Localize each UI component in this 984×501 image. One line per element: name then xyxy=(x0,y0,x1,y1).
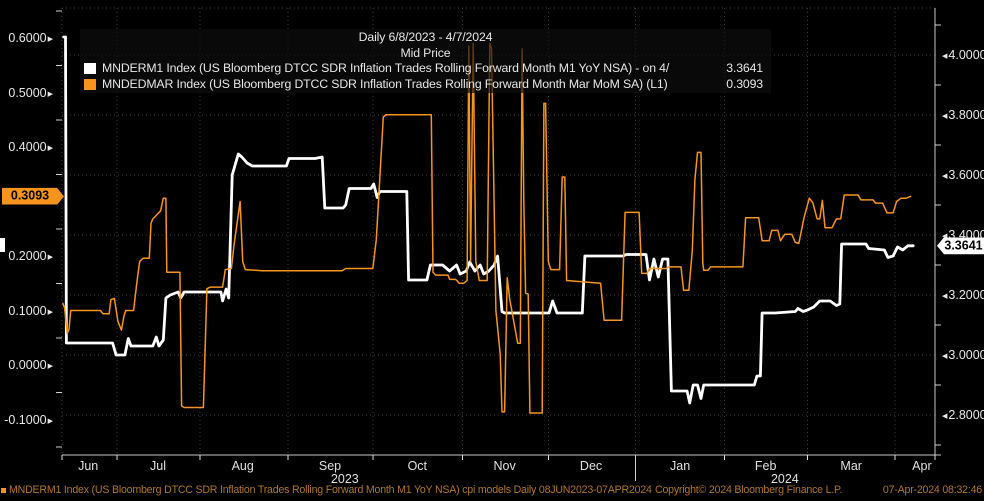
right-axis-tick-label: ◀3.6000 xyxy=(942,167,984,182)
series-mnderm1-line xyxy=(62,35,915,405)
tick-arrow-icon: ▶ xyxy=(47,144,53,152)
legend-value: 0.3093 xyxy=(726,76,763,91)
footer-bar: MNDERM1 Index (US Bloomberg DTCC SDR Inf… xyxy=(0,484,984,500)
tick-arrow-icon: ▶ xyxy=(47,308,53,316)
chart-date-range: Daily 6/8/2023 - 4/7/2024 xyxy=(358,30,493,44)
left-axis-tick-label: -0.1000▶ xyxy=(4,412,53,427)
footer-series-description: MNDERM1 Index (US Bloomberg DTCC SDR Inf… xyxy=(9,484,652,496)
mnderm1-swatch-icon xyxy=(84,63,96,75)
mndedmar-swatch-icon xyxy=(84,78,96,90)
tick-arrow-icon: ▶ xyxy=(47,253,53,261)
month-label: Sep xyxy=(318,459,342,473)
last-value-badge-right: 3.3641 xyxy=(937,237,984,255)
tick-arrow-icon: ▶ xyxy=(47,35,53,43)
year-label: 2024 xyxy=(770,472,799,486)
month-label: Dec xyxy=(579,459,603,473)
left-axis-tick-label: 0.6000▶ xyxy=(8,30,53,45)
legend-row-mnderm1[interactable]: MNDERM1 Index (US Bloomberg DTCC SDR Inf… xyxy=(84,61,767,77)
legend-row-mndedmar[interactable]: MNDEDMAR Index (US Bloomberg DTCC SDR In… xyxy=(84,77,767,93)
right-axis-tick-label: ◀4.0000 xyxy=(942,47,984,62)
tick-arrow-icon: ▶ xyxy=(47,362,53,370)
tick-arrow-icon: ◀ xyxy=(942,352,948,360)
right-axis-tick-label: ◀3.0000 xyxy=(942,347,984,362)
left-axis-tick-label: 0.1000▶ xyxy=(8,303,53,318)
left-axis-tick-label: 0.4000▶ xyxy=(8,139,53,154)
month-label: Jun xyxy=(78,459,99,473)
month-label: Jul xyxy=(150,459,167,473)
footer-timestamp: 07-Apr-2024 08:32:46 xyxy=(882,484,982,496)
legend-label: MNDEDMAR Index (US Bloomberg DTCC SDR In… xyxy=(102,76,668,91)
tick-arrow-icon: ◀ xyxy=(942,292,948,300)
legend-label: MNDERM1 Index (US Bloomberg DTCC SDR Inf… xyxy=(102,61,670,75)
month-label: Apr xyxy=(912,459,932,473)
series-mndedmar-line xyxy=(62,42,912,414)
month-label: Jan xyxy=(670,459,691,473)
right-axis-tick-label: ◀3.8000 xyxy=(942,107,984,122)
tick-arrow-icon: ◀ xyxy=(942,112,948,120)
month-label: Oct xyxy=(407,459,428,473)
tick-arrow-icon: ◀ xyxy=(942,232,948,240)
left-axis-tick-label: 0.0000▶ xyxy=(8,357,53,372)
left-edge-marker xyxy=(0,238,5,252)
left-axis-tick-label: 0.5000▶ xyxy=(8,85,53,100)
tick-arrow-icon: ◀ xyxy=(942,172,948,180)
month-label: Feb xyxy=(754,459,777,473)
month-label: Aug xyxy=(231,459,254,473)
footer-copyright: Copyright© 2024 Bloomberg Finance L.P. xyxy=(655,484,843,496)
chart-legend: Daily 6/8/2023 - 4/7/2024 Mid Price MNDE… xyxy=(80,29,771,93)
month-label: Nov xyxy=(493,459,516,473)
footer-marker-icon xyxy=(1,488,6,493)
year-label: 2023 xyxy=(330,472,359,486)
tick-arrow-icon: ▶ xyxy=(47,417,53,425)
chart-title: Mid Price xyxy=(400,45,451,60)
tick-arrow-icon: ◀ xyxy=(942,52,948,60)
tick-arrow-icon: ▶ xyxy=(47,90,53,98)
left-axis-tick-label: 0.2000▶ xyxy=(8,248,53,263)
last-value-badge-left: 0.3093 xyxy=(2,188,64,205)
month-label: Mar xyxy=(840,459,862,473)
legend-value: 3.3641 xyxy=(726,61,763,75)
right-axis-tick-label: ◀3.2000 xyxy=(942,287,984,302)
tick-arrow-icon: ◀ xyxy=(942,412,948,420)
right-axis-tick-label: ◀2.8000 xyxy=(942,407,984,422)
